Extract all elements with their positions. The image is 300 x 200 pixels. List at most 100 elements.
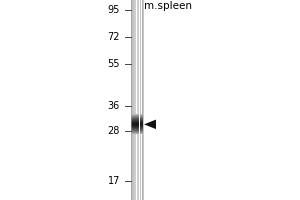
Bar	[141, 127, 142, 128]
Text: 55: 55	[107, 59, 120, 69]
Bar	[137, 126, 138, 127]
Bar	[141, 125, 142, 126]
Bar	[135, 117, 136, 118]
Bar	[139, 117, 140, 118]
Bar	[140, 115, 141, 116]
Bar	[131, 123, 132, 124]
Bar	[137, 114, 138, 115]
Bar	[140, 131, 141, 132]
Bar	[136, 126, 137, 127]
Bar	[132, 119, 133, 120]
Bar	[132, 126, 133, 127]
Bar	[134, 114, 135, 115]
Bar	[141, 131, 142, 132]
Bar	[135, 122, 136, 123]
Bar	[138, 120, 139, 121]
Bar	[133, 131, 134, 132]
Text: 95: 95	[108, 5, 120, 15]
Bar	[130, 132, 131, 133]
Bar	[133, 114, 134, 115]
Bar	[130, 130, 131, 131]
Bar	[131, 117, 132, 118]
Bar	[133, 124, 134, 125]
Bar	[136, 120, 137, 121]
Text: 36: 36	[108, 101, 120, 111]
Bar	[130, 119, 131, 120]
Bar	[133, 118, 134, 119]
Bar	[133, 123, 134, 124]
Bar	[131, 128, 132, 129]
Bar	[141, 116, 142, 117]
Bar	[139, 116, 140, 117]
Bar	[131, 120, 132, 121]
Bar	[131, 125, 132, 126]
Bar	[130, 129, 131, 130]
Bar	[134, 124, 135, 125]
Bar	[141, 130, 142, 131]
Bar	[136, 132, 137, 133]
Bar	[140, 128, 141, 129]
Bar	[130, 118, 131, 119]
Bar	[132, 123, 133, 124]
Bar	[134, 123, 135, 124]
Bar	[138, 119, 139, 120]
Bar	[132, 132, 133, 133]
Bar	[140, 121, 141, 122]
Bar	[133, 126, 134, 127]
Bar	[130, 133, 131, 134]
Bar	[131, 116, 132, 117]
Bar	[135, 130, 136, 131]
Bar	[133, 127, 134, 128]
Bar	[135, 124, 136, 125]
Bar	[136, 121, 137, 122]
Bar	[139, 121, 140, 122]
Bar	[130, 125, 131, 126]
Bar	[132, 124, 133, 125]
Bar	[136, 118, 137, 119]
Bar	[130, 115, 131, 116]
Bar	[141, 117, 142, 118]
Bar	[138, 122, 139, 123]
Bar	[134, 122, 135, 123]
Bar	[131, 133, 132, 134]
Bar	[132, 115, 133, 116]
Bar	[132, 118, 133, 119]
Bar	[140, 130, 141, 131]
Bar	[133, 128, 134, 129]
Bar	[130, 120, 131, 121]
Bar	[136, 128, 137, 129]
Bar	[140, 118, 141, 119]
Bar	[131, 115, 132, 116]
Bar	[136, 122, 137, 123]
Bar	[133, 119, 134, 120]
Bar	[130, 117, 131, 118]
Bar	[132, 129, 133, 130]
Bar	[141, 120, 142, 121]
Bar	[134, 132, 135, 133]
Bar	[140, 125, 141, 126]
Bar	[138, 121, 139, 122]
Bar	[139, 118, 140, 119]
Bar	[132, 133, 133, 134]
Bar	[133, 132, 134, 133]
Bar	[133, 121, 134, 122]
Bar	[136, 129, 137, 130]
Bar	[136, 125, 137, 126]
Bar	[138, 133, 139, 134]
Bar	[131, 129, 132, 130]
Bar	[138, 128, 139, 129]
Bar	[139, 119, 140, 120]
Bar	[139, 123, 140, 124]
Bar	[134, 117, 135, 118]
Bar	[139, 128, 140, 129]
Bar	[131, 122, 132, 123]
Bar	[138, 115, 139, 116]
Bar	[139, 125, 140, 126]
Bar	[135, 114, 136, 115]
Bar	[132, 117, 133, 118]
Bar	[132, 121, 133, 122]
Bar	[130, 121, 131, 122]
Bar	[141, 133, 142, 134]
Bar	[132, 131, 133, 132]
Bar	[136, 123, 137, 124]
